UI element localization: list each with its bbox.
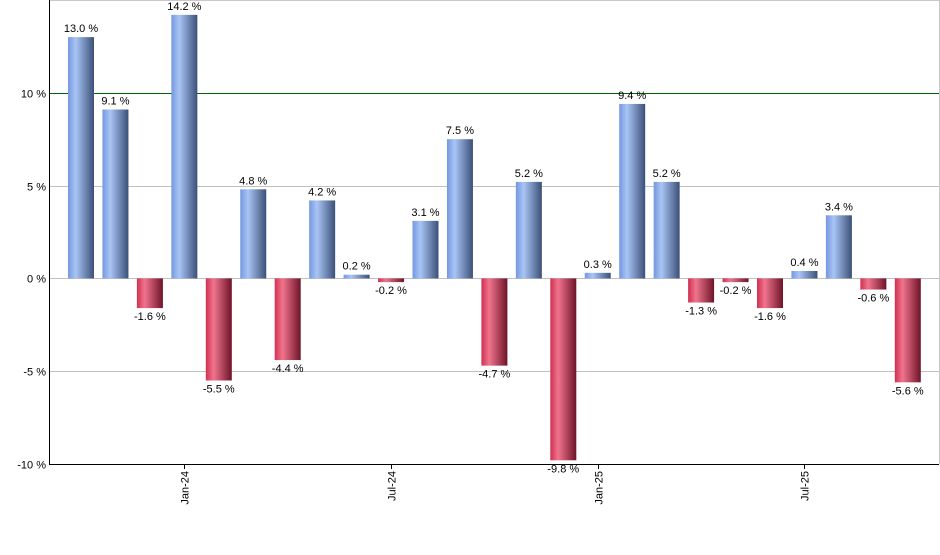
y-tick-label: -10 % [17,460,46,472]
bar [378,278,405,283]
axes: -10 % -5 % 0 % 5 % 10 % Jan-24 Jul-24 Jan-25 Jul… [17,0,939,505]
bar [550,278,577,461]
bar [309,200,336,279]
data-label: 14.2 % [167,1,201,13]
bar [584,272,611,279]
x-tick-label: Jul-24 [387,471,399,501]
data-label: -0.2 % [720,285,752,297]
bar [412,220,439,279]
bar [136,278,163,309]
bar [274,278,301,361]
bar [446,139,473,279]
bars: 13.0 % 9.1 % -1.6 % 14.2 % -5.5 % 4.8 % -4.4 %… [64,1,924,475]
y-tick-label: 0 % [27,274,46,286]
data-label: 5.2 % [653,168,681,180]
bar [791,270,818,279]
data-label: -1.3 % [685,306,717,318]
data-label: 5.2 % [515,168,543,180]
bar [688,278,715,303]
data-label: 0.2 % [343,261,371,273]
data-label: 3.1 % [411,207,439,219]
bar [515,181,542,279]
data-label: -1.6 % [134,311,166,323]
data-label: -4.4 % [272,363,304,375]
data-label: -5.5 % [203,383,235,395]
bar [757,278,783,309]
x-tick-label: Jul-25 [800,471,812,501]
bar [894,278,921,383]
data-label: 13.0 % [64,23,98,35]
y-tick-label: -5 % [23,367,46,379]
bar [102,109,129,279]
data-label: -0.6 % [857,293,889,305]
data-label: 9.1 % [101,96,129,108]
y-tick-label: 5 % [27,182,46,194]
data-label: 7.5 % [446,125,474,137]
bar [205,278,232,381]
data-label: -4.7 % [479,369,511,381]
bar [825,215,852,279]
data-label: -0.2 % [375,285,407,297]
data-label: -9.8 % [547,463,579,475]
bar [68,37,94,279]
data-label: 4.8 % [239,175,267,187]
x-tick-label: Jan-25 [594,471,606,505]
data-label: 0.4 % [790,257,818,269]
data-label: 4.2 % [308,186,336,198]
x-tick-label: Jan-24 [180,471,192,505]
bar [653,181,680,279]
bar [343,274,370,279]
y-tick-label: 10 % [21,89,46,101]
bar [171,14,198,279]
bar [481,278,508,366]
data-label: 9.4 % [618,90,646,102]
bar [619,103,646,279]
bar [240,189,267,279]
data-label: 3.4 % [825,201,853,213]
bar [722,278,749,283]
data-label: -5.6 % [892,385,924,397]
data-label: -1.6 % [754,311,786,323]
data-label: 0.3 % [584,259,612,271]
bar [860,278,887,290]
